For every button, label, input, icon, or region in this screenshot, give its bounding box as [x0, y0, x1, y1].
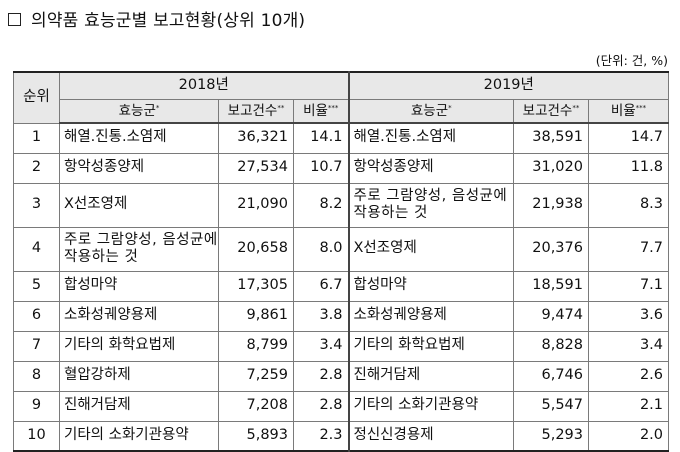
efficacy-cell-2019: 기타의 화학요법제: [347, 330, 514, 362]
count-header-2019: 보고건수**: [513, 99, 589, 124]
count-header-2018: 보고건수**: [218, 99, 294, 124]
efficacy-cell-2019: 기타의 소화기관용약: [347, 390, 514, 422]
count-cell-2018: 17,305: [218, 270, 294, 302]
efficacy-header-2019: 효능군*: [347, 99, 514, 124]
efficacy-cell-2018: 기타의 소화기관용약: [59, 420, 219, 452]
ratio-cell-2018: 2.3: [293, 420, 349, 452]
count-cell-2018: 7,208: [218, 390, 294, 422]
ratio-header-2018: 비율***: [293, 99, 349, 124]
table-row: 4 주로 그람양성, 음성균에 작용하는 것 20,658 8.0 X선조영제 …: [13, 226, 669, 272]
table-row: 1 해열.진통.소염제 36,321 14.1 해열.진통.소염제 38,591…: [13, 122, 669, 154]
efficacy-cell-2018: 합성마약: [59, 270, 219, 302]
ratio-cell-2019: 7.1: [588, 270, 669, 302]
ratio-cell-2019: 2.6: [588, 360, 669, 392]
table-row: 7 기타의 화학요법제 8,799 3.4 기타의 화학요법제 8,828 3.…: [13, 330, 669, 362]
ratio-cell-2018: 14.1: [293, 122, 349, 154]
efficacy-cell-2018: 해열.진통.소염제: [59, 122, 219, 154]
rank-cell: 4: [13, 226, 60, 272]
ratio-cell-2018: 3.8: [293, 300, 349, 332]
title-text: 의약품 효능군별 보고현황(상위 10개): [31, 11, 306, 31]
ratio-header-2019: 비율***: [588, 99, 669, 124]
efficacy-cell-2019: 정신신경용제: [347, 420, 514, 452]
count-cell-2019: 6,746: [513, 360, 589, 392]
efficacy-cell-2019: 합성마약: [347, 270, 514, 302]
page-title: 의약품 효능군별 보고현황(상위 10개): [8, 6, 305, 31]
efficacy-cell-2018: 기타의 화학요법제: [59, 330, 219, 362]
rank-cell: 9: [13, 390, 60, 422]
rank-cell: 5: [13, 270, 60, 302]
count-cell-2018: 7,259: [218, 360, 294, 392]
count-cell-2019: 9,474: [513, 300, 589, 332]
efficacy-cell-2018: 주로 그람양성, 음성균에 작용하는 것: [59, 226, 219, 272]
efficacy-cell-2019: 주로 그람양성, 음성균에 작용하는 것: [347, 182, 514, 228]
efficacy-cell-2018: 진해거담제: [59, 390, 219, 422]
count-cell-2018: 5,893: [218, 420, 294, 452]
count-cell-2019: 5,293: [513, 420, 589, 452]
count-cell-2018: 9,861: [218, 300, 294, 332]
rank-header: 순위: [13, 71, 60, 124]
efficacy-cell-2018: 항악성종양제: [59, 152, 219, 184]
ratio-cell-2018: 2.8: [293, 360, 349, 392]
count-cell-2018: 36,321: [218, 122, 294, 154]
count-cell-2019: 5,547: [513, 390, 589, 422]
count-cell-2019: 8,828: [513, 330, 589, 362]
efficacy-header-2018: 효능군*: [59, 99, 219, 124]
table-row: 5 합성마약 17,305 6.7 합성마약 18,591 7.1: [13, 270, 669, 302]
table-row: 2 항악성종양제 27,534 10.7 항악성종양제 31,020 11.8: [13, 152, 669, 184]
year-2018-header: 2018년: [59, 71, 349, 100]
ratio-cell-2019: 7.7: [588, 226, 669, 272]
report-table: 순위 2018년 2019년 효능군* 보고건수** 비율*** 효능군* 보고…: [13, 71, 669, 452]
efficacy-cell-2019: 진해거담제: [347, 360, 514, 392]
efficacy-cell-2019: 소화성궤양용제: [347, 300, 514, 332]
year-2019-header: 2019년: [347, 71, 669, 100]
ratio-cell-2019: 8.3: [588, 182, 669, 228]
table-row: 6 소화성궤양용제 9,861 3.8 소화성궤양용제 9,474 3.6: [13, 300, 669, 332]
ratio-cell-2018: 8.0: [293, 226, 349, 272]
efficacy-cell-2018: 소화성궤양용제: [59, 300, 219, 332]
checkbox-square-icon: [8, 13, 21, 26]
rank-cell: 10: [13, 420, 60, 452]
ratio-cell-2018: 6.7: [293, 270, 349, 302]
efficacy-cell-2019: 항악성종양제: [347, 152, 514, 184]
ratio-cell-2019: 2.0: [588, 420, 669, 452]
efficacy-cell-2019: X선조영제: [347, 226, 514, 272]
ratio-cell-2019: 2.1: [588, 390, 669, 422]
count-cell-2018: 27,534: [218, 152, 294, 184]
rank-cell: 8: [13, 360, 60, 392]
ratio-cell-2018: 3.4: [293, 330, 349, 362]
ratio-cell-2019: 14.7: [588, 122, 669, 154]
rank-cell: 2: [13, 152, 60, 184]
efficacy-cell-2018: X선조영제: [59, 182, 219, 228]
efficacy-cell-2018: 혈압강하제: [59, 360, 219, 392]
rank-cell: 1: [13, 122, 60, 154]
ratio-cell-2019: 11.8: [588, 152, 669, 184]
table-row: 3 X선조영제 21,090 8.2 주로 그람양성, 음성균에 작용하는 것 …: [13, 182, 669, 228]
rank-cell: 6: [13, 300, 60, 332]
efficacy-cell-2019: 해열.진통.소염제: [347, 122, 514, 154]
rank-cell: 7: [13, 330, 60, 362]
count-cell-2019: 18,591: [513, 270, 589, 302]
rank-cell: 3: [13, 182, 60, 228]
ratio-cell-2018: 2.8: [293, 390, 349, 422]
table-row: 8 혈압강하제 7,259 2.8 진해거담제 6,746 2.6: [13, 360, 669, 392]
table-row: 9 진해거담제 7,208 2.8 기타의 소화기관용약 5,547 2.1: [13, 390, 669, 422]
table-row: 10 기타의 소화기관용약 5,893 2.3 정신신경용제 5,293 2.0: [13, 420, 669, 452]
ratio-cell-2018: 10.7: [293, 152, 349, 184]
count-cell-2019: 38,591: [513, 122, 589, 154]
unit-note: (단위: 건, %): [595, 53, 668, 68]
count-cell-2019: 31,020: [513, 152, 589, 184]
count-cell-2018: 21,090: [218, 182, 294, 228]
count-cell-2019: 21,938: [513, 182, 589, 228]
ratio-cell-2018: 8.2: [293, 182, 349, 228]
ratio-cell-2019: 3.4: [588, 330, 669, 362]
ratio-cell-2019: 3.6: [588, 300, 669, 332]
count-cell-2019: 20,376: [513, 226, 589, 272]
count-cell-2018: 20,658: [218, 226, 294, 272]
count-cell-2018: 8,799: [218, 330, 294, 362]
